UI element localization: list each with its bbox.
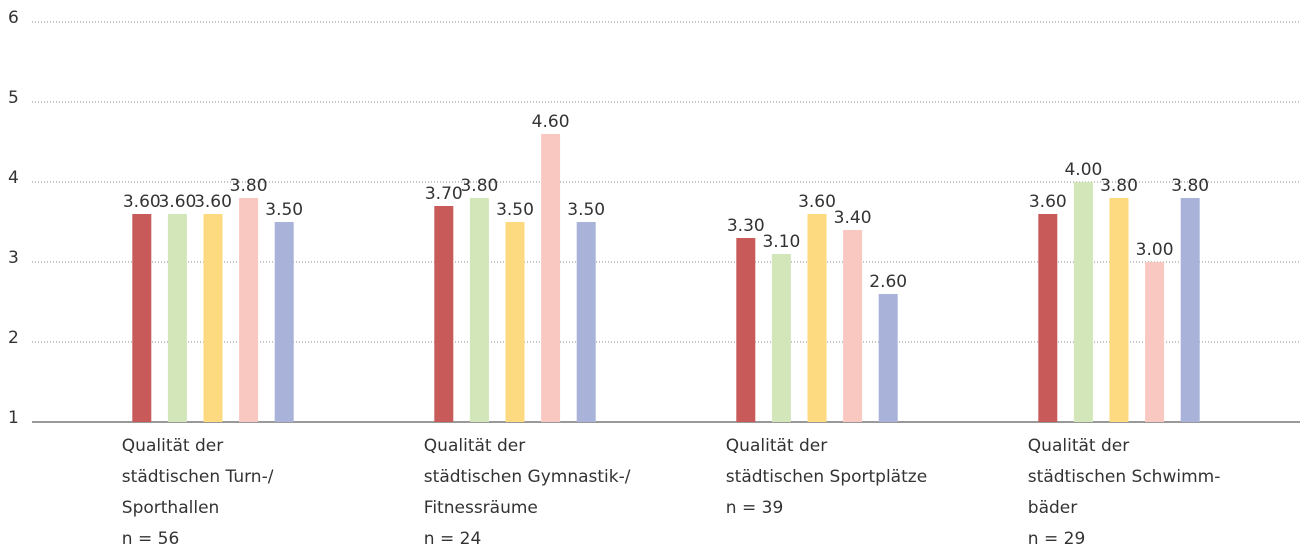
x-tick-label: Fitnessräume xyxy=(424,498,538,518)
bar xyxy=(469,198,489,422)
value-label: 3.80 xyxy=(1100,176,1138,196)
bar xyxy=(736,238,756,422)
bar xyxy=(132,214,152,422)
x-tick-label: Qualität der xyxy=(726,436,827,456)
x-tick-label: städtischen Schwimm- xyxy=(1028,467,1221,487)
x-tick-label: n = 24 xyxy=(424,529,481,549)
value-label: 3.50 xyxy=(567,200,605,220)
value-label: 3.60 xyxy=(194,192,232,212)
bar xyxy=(1109,198,1129,422)
value-label: 3.50 xyxy=(496,200,534,220)
bar xyxy=(239,198,259,422)
bar xyxy=(541,134,561,422)
value-label: 3.70 xyxy=(425,184,463,204)
bar xyxy=(807,214,827,422)
y-tick-label: 5 xyxy=(8,88,19,108)
value-label: 3.60 xyxy=(123,192,161,212)
bar xyxy=(1038,214,1058,422)
bar xyxy=(878,294,898,422)
value-label: 3.50 xyxy=(265,200,303,220)
bar xyxy=(1180,198,1200,422)
bar xyxy=(576,222,596,422)
x-tick-label: Qualität der xyxy=(1028,436,1129,456)
bar xyxy=(843,230,863,422)
x-tick-label: n = 56 xyxy=(122,529,179,549)
value-label: 3.10 xyxy=(762,232,800,252)
bar xyxy=(771,254,791,422)
x-tick-label: Qualität der xyxy=(122,436,223,456)
value-label: 4.00 xyxy=(1064,160,1102,180)
value-label: 3.40 xyxy=(834,208,872,228)
x-tick-label: n = 39 xyxy=(726,498,783,518)
y-tick-label: 4 xyxy=(8,168,19,188)
x-tick-label: n = 29 xyxy=(1028,529,1085,549)
value-label: 3.80 xyxy=(460,176,498,196)
y-tick-label: 1 xyxy=(8,408,19,428)
y-tick-label: 2 xyxy=(8,328,19,348)
x-tick-label: städtischen Sportplätze xyxy=(726,467,927,487)
y-tick-label: 6 xyxy=(8,8,19,28)
value-label: 3.80 xyxy=(230,176,268,196)
value-label: 4.60 xyxy=(532,112,570,132)
value-label: 3.60 xyxy=(158,192,196,212)
bar xyxy=(505,222,525,422)
value-label: 3.80 xyxy=(1171,176,1209,196)
bar xyxy=(203,214,223,422)
bar xyxy=(434,206,454,422)
bar xyxy=(1145,262,1165,422)
x-tick-label: Qualität der xyxy=(424,436,525,456)
bar xyxy=(1073,182,1093,422)
value-label: 3.60 xyxy=(1029,192,1067,212)
value-label: 3.00 xyxy=(1136,240,1174,260)
x-tick-label: städtischen Turn-/ xyxy=(122,467,274,487)
value-label: 3.30 xyxy=(727,216,765,236)
x-tick-label: bäder xyxy=(1028,498,1077,518)
value-label: 3.60 xyxy=(798,192,836,212)
x-tick-label: städtischen Gymnastik-/ xyxy=(424,467,631,487)
x-tick-label: Sporthallen xyxy=(122,498,220,518)
bar xyxy=(167,214,187,422)
y-tick-label: 3 xyxy=(8,248,19,268)
value-label: 2.60 xyxy=(869,272,907,292)
bar xyxy=(274,222,294,422)
